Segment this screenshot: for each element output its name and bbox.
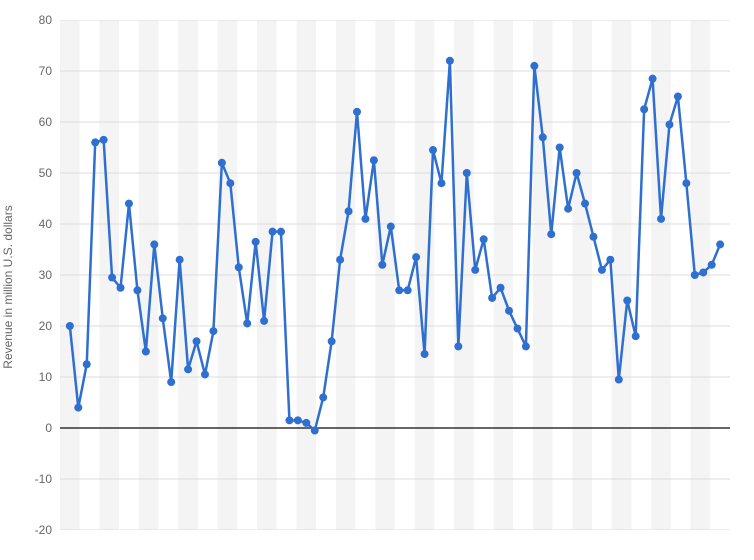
y-axis-title: Revenue in million U.S. dollars xyxy=(1,205,15,368)
y-tick-label: 0 xyxy=(45,421,52,435)
line-chart: Revenue in million U.S. dollars -20-1001… xyxy=(0,0,754,560)
y-tick-label: 50 xyxy=(39,166,52,180)
y-tick-label: 30 xyxy=(39,268,52,282)
y-tick-label: 10 xyxy=(39,370,52,384)
chart-svg xyxy=(60,20,730,530)
y-tick-label: 20 xyxy=(39,319,52,333)
y-tick-label: 80 xyxy=(39,13,52,27)
y-tick-label: 60 xyxy=(39,115,52,129)
y-tick-label: -20 xyxy=(35,523,52,537)
y-tick-label: 70 xyxy=(39,64,52,78)
y-tick-label: -10 xyxy=(35,472,52,486)
plot-area: -20-1001020304050607080 xyxy=(60,20,730,530)
y-tick-label: 40 xyxy=(39,217,52,231)
